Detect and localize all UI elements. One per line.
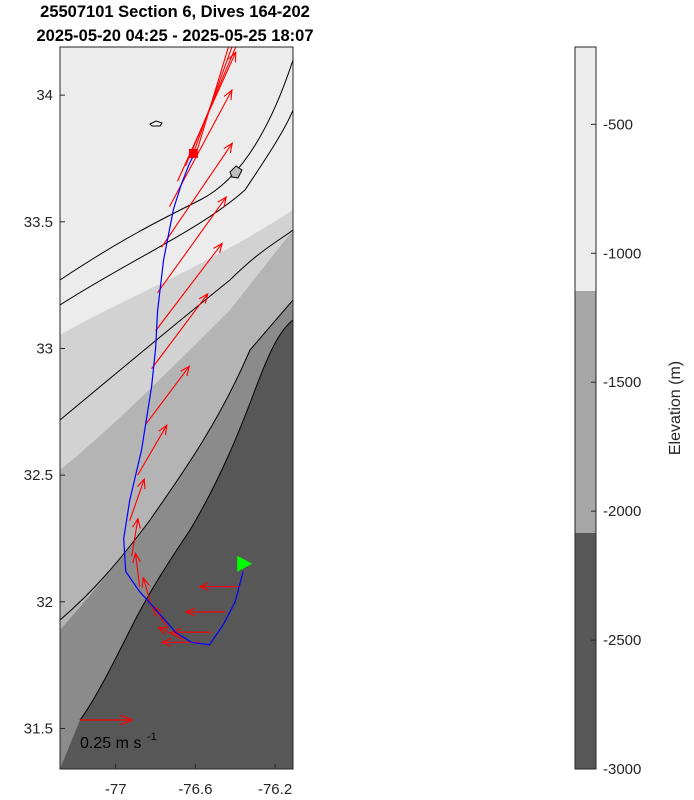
y-tick-label: 33.5: [24, 214, 53, 231]
current-arrow: [157, 196, 227, 294]
bathy-band-deepest: [60, 320, 293, 769]
y-tick-label: 32: [36, 594, 53, 611]
current-arrow-head: [180, 365, 191, 377]
current-arrow: [129, 478, 145, 521]
colorbar-tick-label: -500: [603, 116, 633, 133]
current-arrow: [137, 424, 168, 476]
current-arrow-head: [198, 292, 209, 304]
map-area: -77 -76.6 -76.2 31.5 32 32.5 33 33.5 34 0.25 m s…: [24, 46, 294, 798]
contour-line: [60, 59, 293, 281]
current-arrow: [194, 47, 230, 157]
title-line-2: 2025-05-20 04:25 - 2025-05-25 18:07: [36, 27, 313, 45]
contour-seamount: [229, 165, 243, 179]
scale-arrow-head: [119, 714, 134, 726]
current-arrow-head: [228, 51, 237, 63]
current-arrow: [190, 47, 233, 159]
title-line-1: 25507101 Section 6, Dives 164-202: [40, 3, 310, 21]
current-arrow: [161, 142, 233, 248]
map-frame: [59, 46, 294, 770]
contour-line: [60, 299, 293, 621]
x-tick-label: -76.2: [258, 781, 292, 798]
current-arrow-head: [141, 576, 150, 588]
current-arrow-head: [158, 423, 168, 436]
scale-arrow-label: 0.25 m s: [80, 735, 141, 752]
colorbar-tick-label: -2000: [603, 503, 641, 520]
current-arrow-head: [184, 607, 196, 617]
current-arrow: [134, 553, 141, 587]
colorbar-tick-label: -1000: [603, 245, 641, 262]
start-marker: [237, 555, 253, 572]
current-arrow-head: [223, 88, 233, 101]
current-arrow: [184, 47, 237, 167]
current-arrow-head: [223, 141, 234, 154]
colorbar-band-3: [575, 533, 596, 769]
current-arrow-head: [157, 626, 169, 636]
colorbar-band-2: [575, 291, 596, 533]
current-arrow-head: [217, 195, 228, 207]
contour-line: [60, 109, 293, 306]
colorbar-tick-label: -2500: [603, 632, 641, 649]
current-arrow-head: [160, 637, 172, 647]
colorbar-frame: [574, 46, 597, 770]
current-arrow-head: [170, 627, 182, 637]
colorbar: -500 -1000 -1500 -2000 -2500 -3000 Elevation …: [574, 46, 684, 778]
end-marker: [188, 148, 198, 158]
contour-line: [60, 229, 293, 421]
colorbar-ticks: -500 -1000 -1500 -2000 -2500 -3000: [591, 116, 641, 778]
current-arrow-head: [213, 242, 224, 254]
current-arrow-head: [198, 582, 210, 592]
y-tick-label: 32.5: [24, 467, 53, 484]
colorbar-band-1: [575, 47, 596, 291]
current-vectors: [129, 47, 240, 647]
contour-line: [79, 319, 293, 721]
current-arrow: [151, 293, 209, 370]
current-arrow: [155, 243, 223, 332]
y-tick-label: 31.5: [24, 720, 53, 737]
colorbar-tick-label: -3000: [603, 761, 641, 778]
x-tick-label: -76.6: [178, 781, 212, 798]
colorbar-label: Elevation (m): [667, 361, 684, 455]
current-arrow: [131, 518, 139, 557]
current-arrow-head: [132, 517, 141, 529]
map-ticks: -77 -76.6 -76.2 31.5 32 32.5 33 33.5 34: [24, 87, 292, 798]
current-arrow: [158, 626, 184, 641]
x-tick-label: -77: [105, 781, 127, 798]
bathymetry-layers: [60, 47, 293, 769]
scale-arrow-exponent: -1: [147, 731, 157, 743]
scale-arrow: 0.25 m s -1: [80, 714, 157, 752]
y-tick-label: 33: [36, 340, 53, 357]
current-arrow-head: [132, 551, 141, 564]
colorbar-tick-label: -1500: [603, 374, 641, 391]
glider-track: [123, 152, 244, 646]
contour-island: [149, 120, 163, 127]
current-arrow-head: [137, 477, 146, 490]
y-tick-label: 34: [36, 87, 53, 104]
current-arrow: [145, 365, 190, 425]
current-arrow: [142, 577, 153, 608]
